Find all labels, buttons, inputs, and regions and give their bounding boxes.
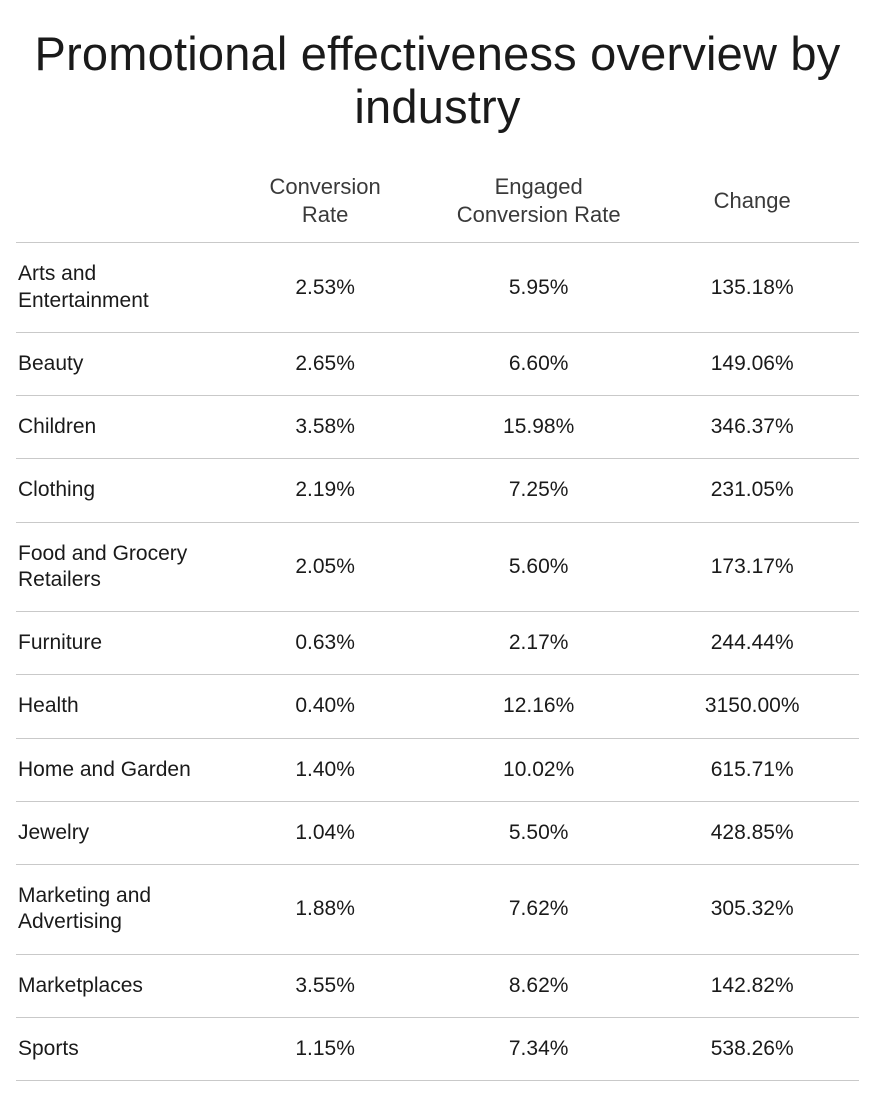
cell-engaged: 5.60%	[432, 522, 646, 612]
cell-conversion: 2.05%	[218, 522, 432, 612]
cell-change: 305.32%	[645, 865, 859, 955]
column-header-label: ConversionRate	[269, 174, 380, 227]
table-head: ConversionRate EngagedConversion Rate Ch…	[16, 167, 859, 243]
column-header-change: Change	[645, 167, 859, 243]
table-row: Marketplaces3.55%8.62%142.82%	[16, 954, 859, 1017]
cell-conversion: 2.53%	[218, 243, 432, 333]
data-table: ConversionRate EngagedConversion Rate Ch…	[16, 167, 859, 1081]
row-label: Clothing	[16, 459, 218, 522]
cell-change: 615.71%	[645, 738, 859, 801]
cell-conversion: 2.19%	[218, 459, 432, 522]
cell-conversion: 0.40%	[218, 675, 432, 738]
cell-change: 173.17%	[645, 522, 859, 612]
cell-change: 231.05%	[645, 459, 859, 522]
cell-change: 135.18%	[645, 243, 859, 333]
cell-engaged: 6.60%	[432, 332, 646, 395]
cell-conversion: 2.65%	[218, 332, 432, 395]
row-label: Jewelry	[16, 801, 218, 864]
table-row: Children3.58%15.98%346.37%	[16, 396, 859, 459]
cell-engaged: 10.02%	[432, 738, 646, 801]
cell-change: 142.82%	[645, 954, 859, 1017]
cell-change: 538.26%	[645, 1017, 859, 1080]
table-row: Sports1.15%7.34%538.26%	[16, 1017, 859, 1080]
cell-conversion: 3.55%	[218, 954, 432, 1017]
row-label: Children	[16, 396, 218, 459]
table-row: Marketing and Advertising1.88%7.62%305.3…	[16, 865, 859, 955]
cell-engaged: 7.25%	[432, 459, 646, 522]
cell-conversion: 1.04%	[218, 801, 432, 864]
page: Promotional effectiveness overview by in…	[0, 0, 875, 1101]
cell-change: 244.44%	[645, 612, 859, 675]
row-label: Beauty	[16, 332, 218, 395]
page-title: Promotional effectiveness overview by in…	[16, 28, 859, 133]
cell-conversion: 3.58%	[218, 396, 432, 459]
cell-engaged: 15.98%	[432, 396, 646, 459]
cell-conversion: 1.88%	[218, 865, 432, 955]
cell-change: 149.06%	[645, 332, 859, 395]
cell-change: 3150.00%	[645, 675, 859, 738]
cell-engaged: 7.62%	[432, 865, 646, 955]
table-row: Home and Garden1.40%10.02%615.71%	[16, 738, 859, 801]
table-row: Beauty2.65%6.60%149.06%	[16, 332, 859, 395]
row-label: Sports	[16, 1017, 218, 1080]
row-label: Health	[16, 675, 218, 738]
row-label: Food and Grocery Retailers	[16, 522, 218, 612]
cell-conversion: 1.15%	[218, 1017, 432, 1080]
cell-engaged: 8.62%	[432, 954, 646, 1017]
cell-change: 428.85%	[645, 801, 859, 864]
cell-conversion: 0.63%	[218, 612, 432, 675]
cell-conversion: 1.40%	[218, 738, 432, 801]
column-header-conversion: ConversionRate	[218, 167, 432, 243]
cell-change: 346.37%	[645, 396, 859, 459]
table-row: Arts and Entertainment2.53%5.95%135.18%	[16, 243, 859, 333]
table-row: Health0.40%12.16%3150.00%	[16, 675, 859, 738]
cell-engaged: 5.50%	[432, 801, 646, 864]
row-label: Arts and Entertainment	[16, 243, 218, 333]
cell-engaged: 2.17%	[432, 612, 646, 675]
column-header-engaged: EngagedConversion Rate	[432, 167, 646, 243]
cell-engaged: 7.34%	[432, 1017, 646, 1080]
row-label: Marketplaces	[16, 954, 218, 1017]
table-body: Arts and Entertainment2.53%5.95%135.18%B…	[16, 243, 859, 1081]
cell-engaged: 12.16%	[432, 675, 646, 738]
column-header-blank	[16, 167, 218, 243]
column-header-label: Change	[714, 188, 791, 213]
row-label: Home and Garden	[16, 738, 218, 801]
row-label: Marketing and Advertising	[16, 865, 218, 955]
cell-engaged: 5.95%	[432, 243, 646, 333]
table-row: Furniture0.63%2.17%244.44%	[16, 612, 859, 675]
row-label: Furniture	[16, 612, 218, 675]
table-row: Jewelry1.04%5.50%428.85%	[16, 801, 859, 864]
table-row: Clothing2.19%7.25%231.05%	[16, 459, 859, 522]
column-header-label: EngagedConversion Rate	[457, 174, 621, 227]
table-row: Food and Grocery Retailers2.05%5.60%173.…	[16, 522, 859, 612]
